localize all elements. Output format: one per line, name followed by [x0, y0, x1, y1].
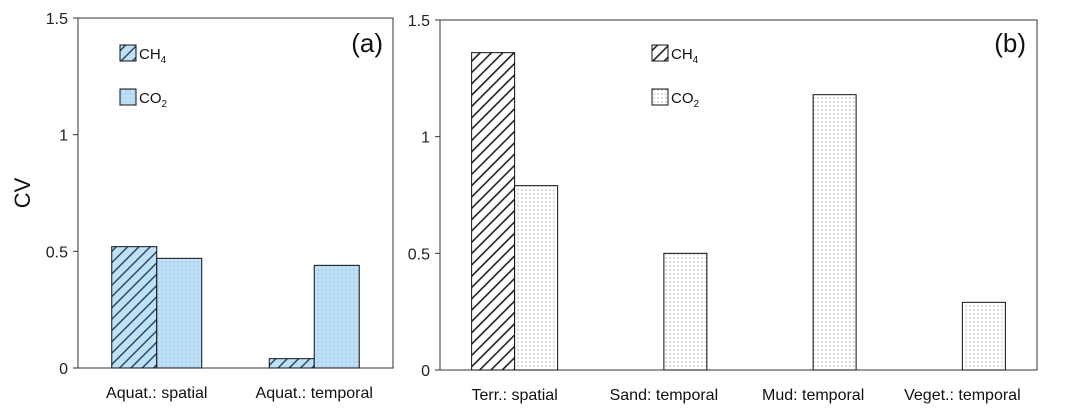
panel-label: (a): [351, 28, 383, 58]
legend-label-ch4: CH4: [671, 46, 699, 66]
y-tick-label: 1: [421, 130, 430, 147]
x-tick-label: Terr.: spatial: [471, 387, 557, 404]
panel-b: 0 0.5 1 1.5 Terr.: spatial Sand: temporal Mud:…: [408, 13, 1038, 404]
y-tick-label: 1.5: [46, 11, 68, 28]
x-tick-label: Veget.: temporal: [904, 387, 1021, 404]
panel-a: 0 0.5 1 1.5 Aquat.: spatial Aquat.: temporal C…: [46, 11, 394, 402]
legend-label-co2: CO2: [671, 90, 700, 110]
x-tick-label: Aquat.: temporal: [256, 385, 373, 402]
bar-co2-1: [313, 264, 360, 369]
legend-swatch-co2: [119, 88, 137, 106]
y-tick-label: 0: [421, 363, 430, 380]
bar-ch4-0: [471, 52, 516, 371]
y-axis-label: CV: [10, 177, 35, 208]
bar-co2-0: [514, 185, 559, 371]
bar-ch4-0: [111, 246, 158, 369]
y-tick-label: 0.5: [408, 246, 430, 263]
plot-frame: [77, 17, 394, 369]
legend-swatch-co2: [651, 88, 669, 106]
x-tick-label: Sand: temporal: [610, 387, 719, 404]
panel-label: (b): [994, 28, 1026, 58]
legend-swatch-ch4: [651, 44, 669, 62]
x-tick-label: Mud: temporal: [762, 387, 864, 404]
bar-ch4-1: [268, 358, 315, 369]
bar-co2-2: [812, 94, 857, 371]
bar-co2-0: [156, 257, 203, 369]
x-tick-label: Aquat.: spatial: [106, 385, 207, 402]
y-tick-label: 0: [59, 361, 68, 378]
bar-co2-3: [961, 301, 1006, 371]
legend-label-ch4: CH4: [139, 46, 167, 66]
y-tick-label: 1.5: [408, 13, 430, 30]
bar-co2-1: [663, 252, 708, 371]
y-tick-label: 0.5: [46, 244, 68, 261]
plot-frame: [439, 19, 1038, 371]
legend-swatch-ch4: [119, 44, 137, 62]
legend-label-co2: CO2: [139, 90, 168, 110]
y-tick-label: 1: [59, 128, 68, 145]
